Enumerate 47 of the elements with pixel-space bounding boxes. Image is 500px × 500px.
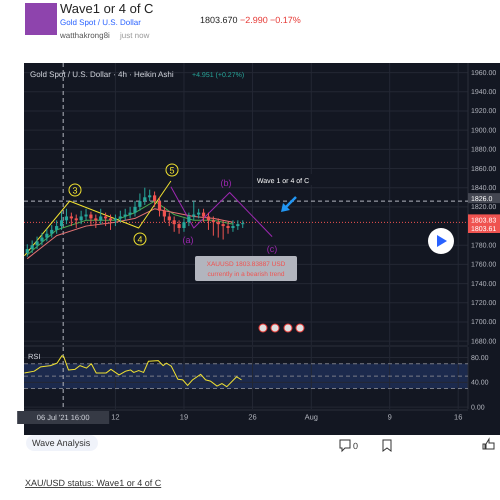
candlestick [128, 206, 132, 219]
candlestick [84, 208, 88, 221]
candlestick [148, 189, 152, 202]
candlestick [192, 200, 196, 221]
candlestick [64, 208, 68, 225]
text: 0 [353, 441, 358, 451]
line-series [26, 208, 234, 260]
text: just now [119, 31, 150, 40]
text: watthakrong8i [59, 31, 110, 40]
candlestick [114, 214, 118, 227]
line-series [170, 186, 273, 238]
line-series [24, 355, 242, 388]
candlestick [30, 240, 34, 254]
candlestick [104, 212, 108, 227]
chart-subtitle: Gold Spot / U.S. Dollar [60, 18, 142, 27]
chart-title: Wave1 or 4 of C [60, 1, 154, 16]
candlestick [197, 208, 200, 219]
candlestick [80, 210, 83, 225]
annotation: (a) [182, 235, 194, 245]
annotation: (b) [220, 178, 232, 188]
candlestick [99, 208, 102, 225]
text: −0.17% [270, 15, 301, 25]
candlestick [236, 220, 240, 230]
text: −2.990 [240, 15, 268, 25]
annotation: (c) [266, 244, 278, 254]
candlestick [202, 208, 206, 223]
candlestick [231, 220, 235, 232]
text: 1803.670 [200, 15, 238, 25]
annotation: Gold Spot / U.S. Dollar · 4h · Heikin Ashi [30, 70, 174, 79]
annotation: 3 [72, 186, 78, 196]
candlestick [118, 210, 122, 223]
candlestick [26, 244, 29, 258]
candlestick [45, 228, 48, 242]
candlestick [158, 196, 162, 217]
candlestick [162, 206, 166, 223]
annotation: 5 [169, 166, 175, 176]
candlestick [50, 224, 54, 238]
text: Wave Analysis [32, 438, 91, 448]
candlestick [40, 232, 44, 246]
candlestick [182, 218, 186, 232]
text: XAU/USD status: Wave1 or 4 of C [25, 478, 162, 488]
line-series [24, 180, 172, 256]
candlestick [143, 187, 146, 206]
candlestick [138, 192, 142, 212]
candlestick [124, 208, 127, 221]
annotation: 4 [137, 234, 143, 244]
candlestick [55, 220, 58, 234]
